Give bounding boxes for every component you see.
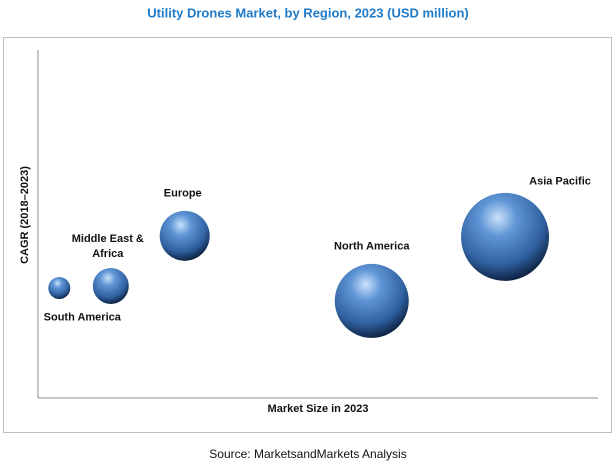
bubble-label: South America — [43, 311, 121, 324]
bubble-label: Middle East & Africa — [71, 232, 144, 260]
bubble — [334, 263, 409, 338]
plot-frame — [3, 37, 612, 433]
bubble-label: Asia Pacific — [529, 175, 591, 188]
bubble-label: Europe — [163, 187, 202, 200]
bubble — [461, 192, 550, 281]
source-note: Source: MarketsandMarkets Analysis — [209, 447, 406, 461]
bubble — [48, 277, 71, 300]
bubble-label: North America — [334, 240, 410, 253]
chart-title: Utility Drones Market, by Region, 2023 (… — [147, 5, 468, 20]
bubble — [159, 210, 210, 261]
y-axis-label: CAGR (2018–2023) — [19, 166, 31, 264]
bubble — [92, 267, 129, 304]
x-axis-label: Market Size in 2023 — [268, 403, 369, 415]
